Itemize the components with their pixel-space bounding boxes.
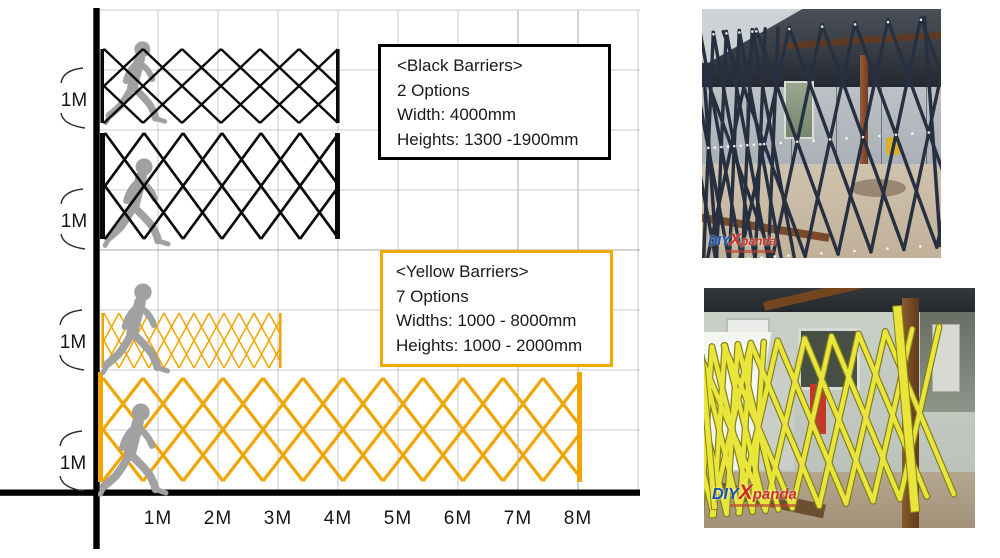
x-axis-label: 2M xyxy=(204,508,232,529)
black-barriers-heights: Heights: 1300 -1900mm xyxy=(397,129,579,149)
x-axis-label: 8M xyxy=(564,508,592,529)
yellow-barriers-widths: Widths: 1000 - 8000mm xyxy=(396,311,577,330)
svg-text:1M: 1M xyxy=(61,90,87,111)
x-axis-label: 7M xyxy=(504,508,532,529)
diy-xpanda-watermark: DIYXpanda xyxy=(712,482,797,507)
x-axis-label: 6M xyxy=(444,508,472,529)
black-barriers-options: 2 Options xyxy=(397,80,470,100)
x-axis-label: 5M xyxy=(384,508,412,529)
dimension-diagram: 1M 1M 1M 1M 1M 2M 3M 4M 5M 6M 7M 8M xyxy=(0,8,640,549)
yellow-barrier-photo: DIYXpanda xyxy=(704,288,975,528)
watermark-x: X xyxy=(738,481,753,504)
barrier-end-post xyxy=(335,133,340,239)
x-axis-label: 4M xyxy=(324,508,352,529)
yellow-barrier-lattice xyxy=(704,304,958,520)
watermark-x: X xyxy=(729,230,742,249)
x-axis-labels: 1M 2M 3M 4M 5M 6M 7M 8M xyxy=(144,508,592,529)
watermark-diy: DIY xyxy=(708,233,730,248)
black-barrier-photo: DIYXpanda xyxy=(702,9,941,258)
photo-floor-stain xyxy=(850,179,906,197)
diy-xpanda-watermark: DIYXpanda xyxy=(708,231,776,253)
yellow-barriers-title: <Yellow Barriers> xyxy=(396,262,529,281)
watermark-diy: DIY xyxy=(712,486,739,503)
watermark-tagline-bar xyxy=(730,504,796,507)
watermark-panda: panda xyxy=(752,486,797,503)
svg-text:1M: 1M xyxy=(60,332,86,353)
height-dimension-label: 1M xyxy=(60,188,87,250)
height-dimension-label: 1M xyxy=(60,67,87,129)
watermark-panda: panda xyxy=(741,234,777,248)
yellow-barriers-heights: Heights: 1000 - 2000mm xyxy=(396,335,583,355)
yellow-barrier-wide xyxy=(98,372,582,482)
barrier-end-post xyxy=(98,372,103,482)
svg-text:1M: 1M xyxy=(61,211,87,232)
yellow-barriers-callout: <Yellow Barriers> 7 Options Widths: 1000… xyxy=(380,250,613,367)
barrier-end-post xyxy=(101,313,104,368)
black-barriers-title: <Black Barriers> xyxy=(397,56,523,75)
height-dimension-label: 1M xyxy=(59,309,86,371)
height-dimension-label: 1M xyxy=(59,430,86,492)
black-barriers-callout: <Black Barriers> 2 Options Width: 4000mm… xyxy=(378,44,611,160)
barrier-end-post xyxy=(336,49,340,123)
photo-steel-column xyxy=(860,55,868,171)
black-barrier-lattice xyxy=(702,11,941,258)
barrier-end-post xyxy=(100,49,104,123)
watermark-tagline-bar xyxy=(726,250,774,253)
barrier-end-post xyxy=(279,313,282,368)
x-axis-label: 3M xyxy=(264,508,292,529)
black-barrier-tall xyxy=(100,132,340,240)
yellow-barriers-options: 7 Options xyxy=(396,286,469,306)
black-barriers-width: Width: 4000mm xyxy=(397,105,517,124)
x-axis-label: 1M xyxy=(144,508,172,529)
barrier-end-post xyxy=(100,133,105,239)
svg-text:1M: 1M xyxy=(60,453,86,474)
barrier-end-post xyxy=(577,372,582,482)
axes xyxy=(0,8,640,549)
black-barrier-short xyxy=(100,48,340,124)
